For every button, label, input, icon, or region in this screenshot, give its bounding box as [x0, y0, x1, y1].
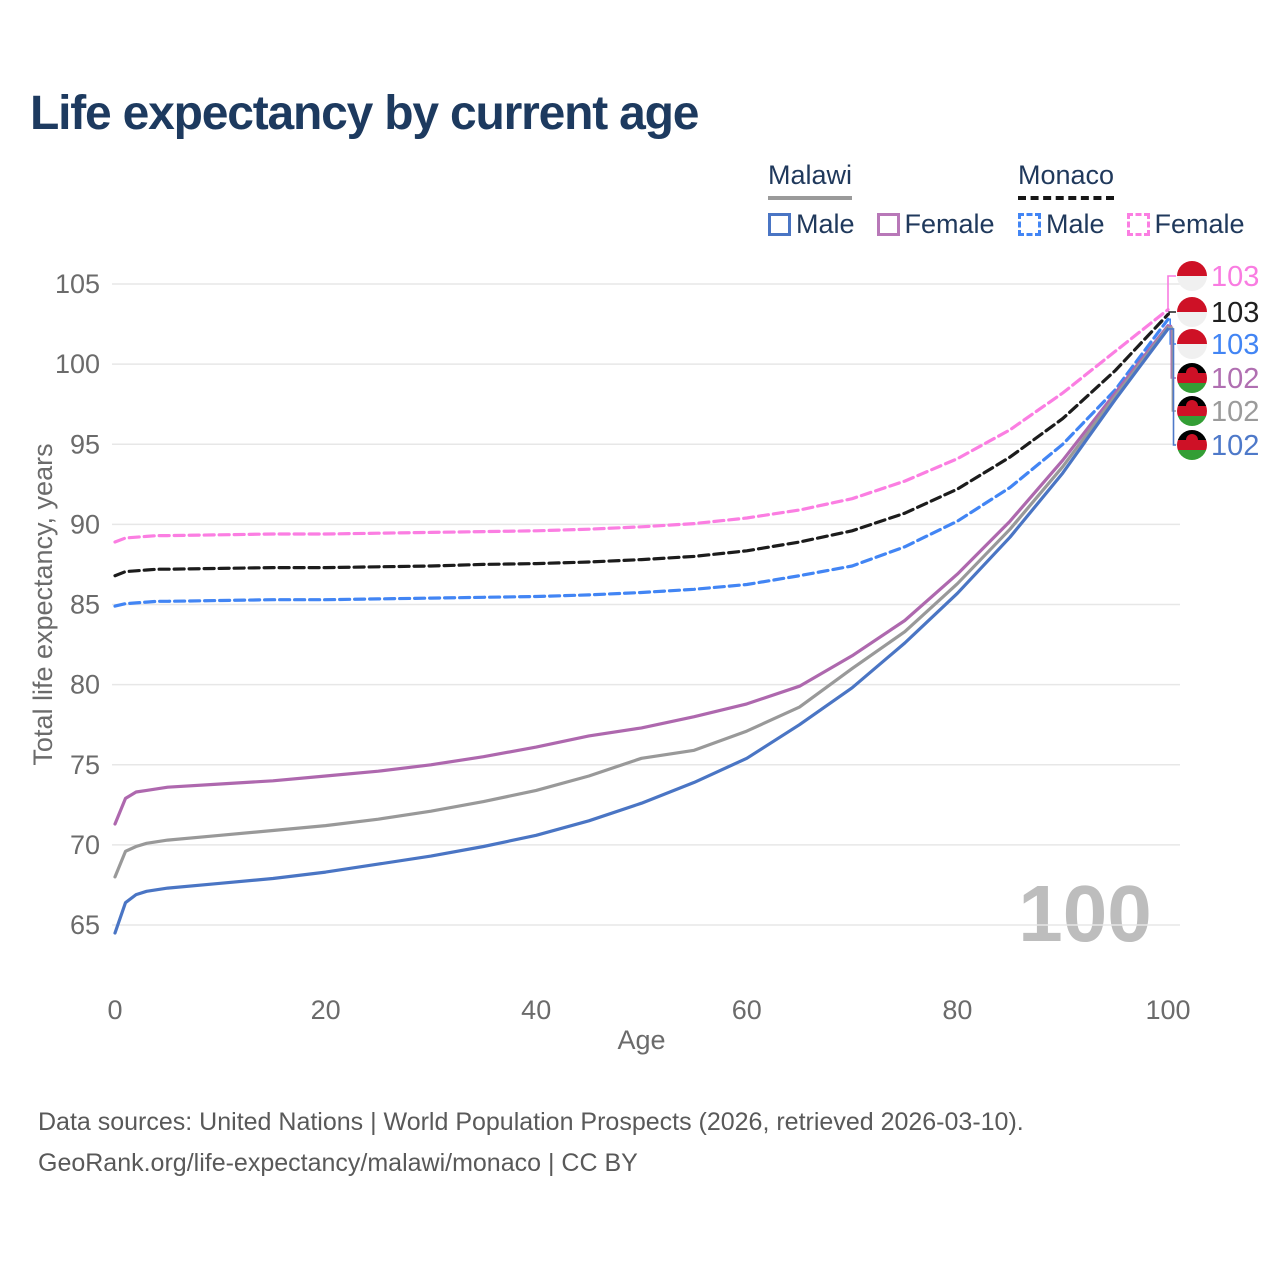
end-value-label-monaco-male: 103 — [1211, 329, 1259, 361]
legend-label-monaco-male: Male — [1046, 209, 1105, 239]
y-tick-label-95: 95 — [70, 429, 100, 459]
malawi-flag-icon — [1177, 430, 1207, 460]
legend-items-malawi: Male Female — [768, 209, 995, 240]
footer-url-line: GeoRank.org/life-expectancy/malawi/monac… — [38, 1149, 638, 1177]
y-tick-label-85: 85 — [70, 590, 100, 620]
series-line-monaco-male[interactable] — [113, 317, 1170, 608]
end-label-connector-malawi-male — [1168, 328, 1176, 446]
malawi-female-swatch-icon — [876, 213, 900, 236]
legend-label-malawi-male: Male — [796, 209, 855, 239]
end-label-connector-monaco-both-sexes — [1168, 311, 1176, 316]
y-tick-label-70: 70 — [70, 830, 100, 860]
y-tick-label-90: 90 — [70, 509, 100, 539]
malawi-flag-icon — [1177, 363, 1207, 393]
x-tick-label-40: 40 — [521, 995, 551, 1025]
legend-item-malawi-female[interactable]: Female — [876, 209, 995, 240]
legend-item-monaco-male[interactable]: Male — [1018, 209, 1105, 240]
y-tick-label-105: 105 — [55, 269, 100, 299]
x-tick-label-20: 20 — [311, 995, 341, 1025]
malawi-male-swatch-icon — [768, 213, 791, 236]
y-tick-label-80: 80 — [70, 670, 100, 700]
end-value-label-malawi-both-sexes: 102 — [1211, 396, 1259, 428]
legend-group-malawi: Malawi Male Female — [768, 160, 995, 240]
legend-item-malawi-male[interactable]: Male — [768, 209, 855, 240]
end-value-label-monaco-female: 103 — [1211, 261, 1259, 293]
monaco-flag-icon — [1177, 261, 1207, 291]
y-tick-label-100: 100 — [55, 349, 100, 379]
footer-sources-line: Data sources: United Nations | World Pop… — [38, 1108, 1024, 1136]
legend-heading-monaco[interactable]: Monaco — [1018, 160, 1115, 200]
monaco-flag-icon — [1177, 329, 1207, 359]
footer: Data sources: United Nations | World Pop… — [38, 1102, 1024, 1184]
legend-item-monaco-female[interactable]: Female — [1126, 209, 1245, 240]
series-line-malawi-female[interactable] — [113, 324, 1170, 826]
x-tick-label-100: 100 — [1145, 995, 1190, 1025]
series-line-monaco-female[interactable] — [113, 308, 1170, 544]
end-value-label-malawi-male: 102 — [1211, 430, 1259, 462]
monaco-flag-icon — [1177, 297, 1207, 327]
end-value-label-malawi-female: 102 — [1211, 363, 1259, 395]
end-label-connector-monaco-female — [1167, 275, 1176, 310]
legend-label-malawi-female: Female — [904, 209, 995, 239]
end-value-label-monaco-both-sexes: 103 — [1211, 297, 1259, 329]
series-line-monaco-both-sexes[interactable] — [113, 312, 1170, 578]
y-tick-label-75: 75 — [70, 750, 100, 780]
legend-label-monaco-female: Female — [1154, 209, 1245, 239]
y-axis-title: Total life expectancy, years — [28, 443, 58, 765]
x-tick-label-60: 60 — [732, 995, 762, 1025]
x-tick-label-0: 0 — [107, 995, 122, 1025]
series-line-malawi-both-sexes[interactable] — [113, 325, 1170, 879]
chart-title: Life expectancy by current age — [30, 87, 699, 140]
legend-group-monaco: Monaco Male Female — [1018, 160, 1245, 240]
legend-items-monaco: Male Female — [1018, 209, 1245, 240]
monaco-female-swatch-icon — [1126, 213, 1150, 236]
monaco-male-swatch-icon — [1018, 213, 1041, 236]
x-tick-label-80: 80 — [942, 995, 972, 1025]
x-axis-title: Age — [617, 1025, 665, 1055]
end-label-connector-malawi-both-sexes — [1168, 326, 1176, 412]
y-tick-label-65: 65 — [70, 910, 100, 940]
hover-age-watermark: 100 — [1018, 869, 1151, 958]
legend-heading-malawi[interactable]: Malawi — [768, 160, 853, 200]
series-line-malawi-male[interactable] — [113, 327, 1170, 935]
malawi-flag-icon — [1177, 396, 1207, 426]
